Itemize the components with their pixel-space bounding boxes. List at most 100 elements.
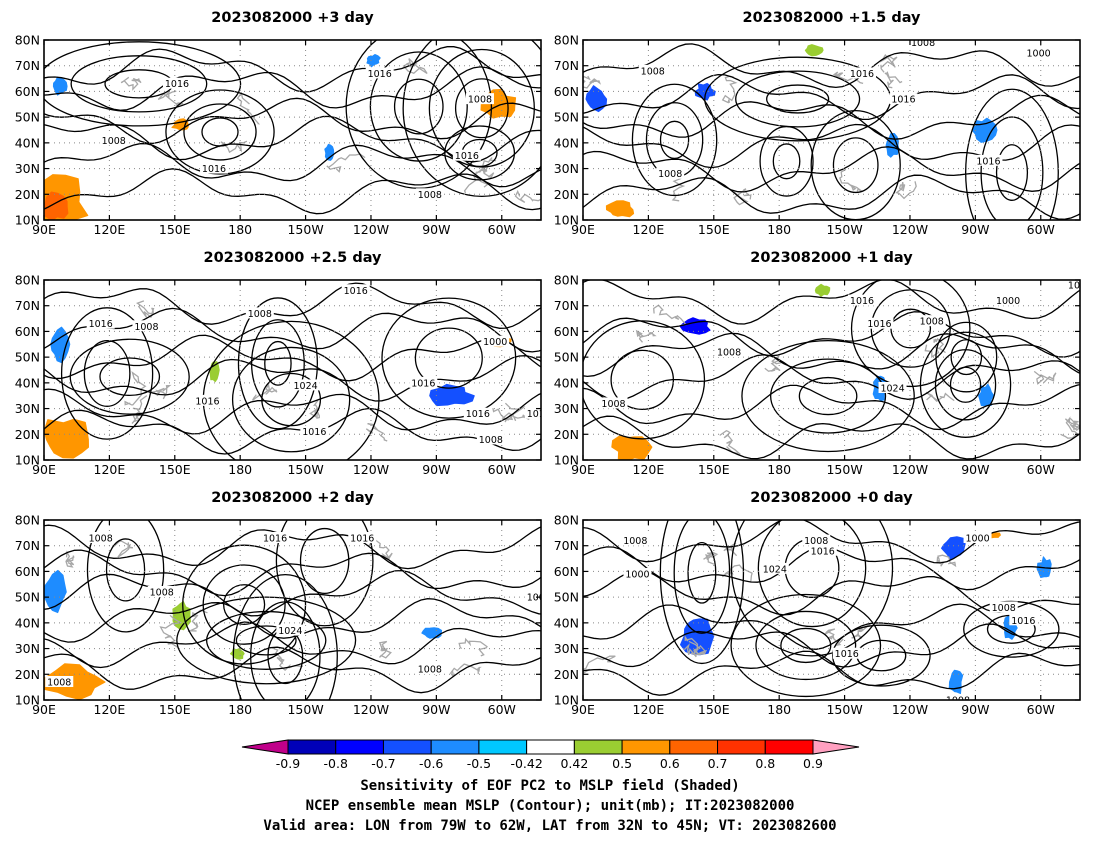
isobar-contour bbox=[183, 103, 257, 161]
x-tick-label: 180 bbox=[767, 462, 791, 477]
contour-label: 1016 bbox=[302, 427, 326, 438]
contour-label: 1016 bbox=[811, 546, 835, 557]
contour-label: 1016 bbox=[867, 319, 891, 330]
x-tick-label: 90E bbox=[571, 462, 595, 477]
x-tick-label: 120E bbox=[94, 702, 126, 717]
y-tick-label: 80N bbox=[554, 273, 579, 288]
isobar-contour bbox=[381, 297, 517, 419]
contour-label: 1008 bbox=[89, 534, 113, 545]
contour-label-bg bbox=[415, 188, 444, 200]
contour-label: 1008 bbox=[920, 317, 944, 328]
y-tick-label: 50N bbox=[15, 110, 40, 125]
panel-frame bbox=[582, 39, 1081, 221]
contour-label: 1016 bbox=[891, 95, 915, 106]
isobar-contour bbox=[44, 282, 541, 329]
x-tick-label: 150E bbox=[159, 222, 191, 237]
panel-title: 2023082000 +2 day bbox=[211, 490, 374, 506]
colorbar-label: -0.5 bbox=[467, 756, 491, 771]
isobar-contour bbox=[798, 376, 858, 416]
contour-label: 1016 bbox=[850, 296, 874, 307]
y-tick-label: 10N bbox=[554, 453, 579, 468]
isobar-contour bbox=[687, 541, 717, 604]
map-panel: 1008 1000 1008 1016 1016 1016 1008 90E 120E 150E 1… bbox=[554, 10, 1081, 237]
y-tick-label: 60N bbox=[554, 324, 579, 339]
coastline bbox=[309, 400, 320, 419]
isobar-contour bbox=[44, 388, 541, 435]
isobar-contour bbox=[86, 520, 165, 633]
contour-label-bg bbox=[524, 407, 541, 419]
isobar-contour bbox=[275, 520, 374, 627]
contour-label: 1016 bbox=[1068, 281, 1092, 292]
contour-label: 1008 bbox=[479, 435, 503, 446]
coastline bbox=[65, 550, 75, 568]
colorbar-segment bbox=[478, 739, 528, 755]
isobar-contour bbox=[402, 40, 541, 197]
x-tick-label: 150W bbox=[826, 462, 862, 477]
isobar-contour bbox=[182, 544, 307, 665]
coastline bbox=[326, 153, 366, 173]
shaded-sensitivity-area bbox=[44, 663, 106, 700]
contour-label-bg bbox=[715, 346, 744, 357]
map-panel: 1016 1016 1008 1016 1008 1016 1008 90E 120E 150E 1… bbox=[15, 10, 542, 237]
x-tick-label: 180 bbox=[767, 702, 791, 717]
contour-label-bg bbox=[878, 382, 907, 393]
y-tick-label: 30N bbox=[554, 401, 579, 416]
x-tick-label: 150E bbox=[698, 702, 730, 717]
coastline bbox=[458, 637, 488, 657]
x-tick-label: 150W bbox=[826, 702, 862, 717]
y-tick-label: 30N bbox=[15, 641, 40, 656]
x-tick-label: 120W bbox=[892, 222, 928, 237]
colorbar-label: -0.7 bbox=[371, 756, 395, 771]
y-tick-label: 70N bbox=[15, 298, 40, 313]
isobar-contour bbox=[759, 125, 814, 197]
isobar-contour bbox=[232, 574, 338, 700]
x-tick-label: 150W bbox=[287, 702, 323, 717]
contour-label: 1016 bbox=[976, 156, 1000, 167]
contour-label-bg bbox=[524, 591, 541, 603]
colorbar-segment bbox=[335, 739, 384, 755]
contour-label-bg bbox=[994, 294, 1023, 306]
contour-label-bg bbox=[963, 532, 992, 543]
isobar-contour bbox=[70, 55, 208, 113]
y-tick-label: 30N bbox=[15, 401, 40, 416]
coastline bbox=[1069, 417, 1080, 431]
isobar-contour bbox=[741, 339, 915, 453]
x-tick-label: 90W bbox=[961, 222, 989, 237]
x-tick-label: 150E bbox=[159, 702, 191, 717]
contour-label: 1008 bbox=[641, 66, 665, 77]
isobar-contour bbox=[44, 646, 541, 694]
y-tick-label: 50N bbox=[15, 590, 40, 605]
isobar-contour bbox=[44, 549, 541, 597]
contour-label: 1000 bbox=[965, 534, 989, 545]
x-tick-label: 180 bbox=[228, 702, 252, 717]
x-tick-label: 90W bbox=[961, 702, 989, 717]
contour-label-bg bbox=[200, 162, 229, 174]
y-tick-label: 40N bbox=[15, 135, 40, 150]
x-tick-label: 150W bbox=[287, 462, 323, 477]
contour-label-bg bbox=[943, 694, 972, 700]
map-background bbox=[44, 40, 541, 220]
colorbar-label: -0.9 bbox=[276, 756, 300, 771]
x-tick-label: 120E bbox=[633, 462, 665, 477]
coastline bbox=[112, 540, 134, 558]
contour-label: 1016 bbox=[368, 69, 392, 80]
x-tick-label: 120W bbox=[353, 702, 389, 717]
contour-label: 1016 bbox=[1011, 616, 1035, 627]
coastline bbox=[824, 628, 844, 647]
contour-label-bg bbox=[832, 647, 861, 659]
contour-label: 1000 bbox=[483, 337, 507, 348]
contour-label: 1024 bbox=[880, 384, 904, 395]
y-tick-label: 60N bbox=[15, 564, 40, 579]
contour-label: 1008 bbox=[804, 536, 828, 547]
isobar-contour bbox=[673, 520, 731, 634]
y-tick-label: 20N bbox=[554, 187, 579, 202]
y-tick-label: 70N bbox=[554, 58, 579, 73]
shaded-sensitivity-area bbox=[605, 200, 635, 218]
isobar-contour bbox=[250, 319, 305, 408]
caption-line-2: NCEP ensemble mean MSLP (Contour); unit(… bbox=[306, 798, 795, 814]
contour-label-bg bbox=[162, 77, 191, 89]
captions: Sensitivity of EOF PC2 to MSLP field (Sh… bbox=[263, 778, 836, 834]
y-tick-label: 80N bbox=[15, 273, 40, 288]
contour-label: 1008 bbox=[946, 696, 970, 707]
isobar-contour bbox=[60, 307, 154, 440]
